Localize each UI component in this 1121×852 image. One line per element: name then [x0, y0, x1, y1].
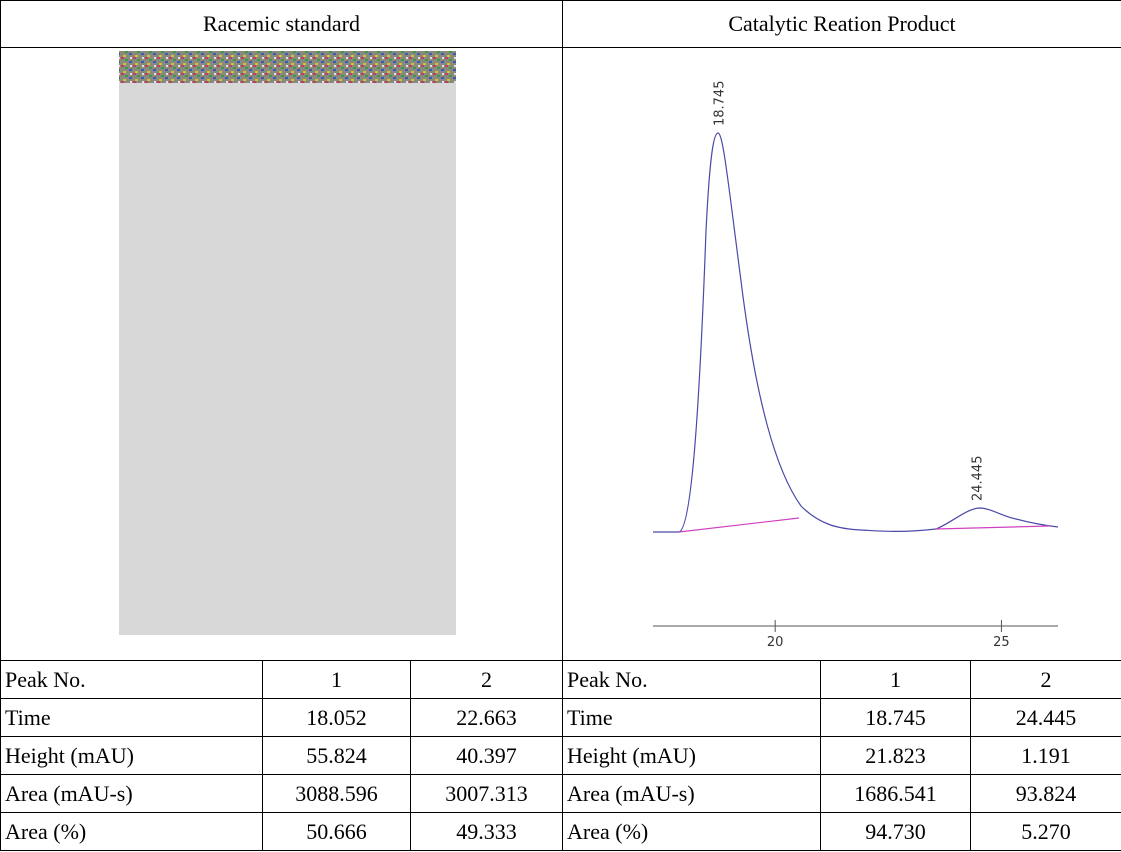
peak-label: 24.445 [970, 455, 985, 501]
table-row: Peak No. 1 2 Peak No. 1 2 [0, 660, 1121, 699]
row-label: Area (mAU-s) [562, 774, 822, 813]
cell-value: 50.666 [262, 812, 411, 851]
signal-curve [653, 132, 1059, 533]
column-title: Racemic standard [0, 0, 564, 48]
cell-value: 55.824 [262, 736, 411, 775]
baseline [678, 517, 800, 533]
cell-value: 21.823 [820, 736, 972, 775]
header-row: Racemic standard Catalytic Reation Produ… [0, 0, 1121, 48]
cell-value: 2 [970, 660, 1121, 699]
row-label: Height (mAU) [562, 736, 822, 775]
row-label: Peak No. [0, 660, 263, 699]
cell-value: 18.745 [820, 698, 972, 737]
cell-value: 1 [262, 660, 411, 699]
table-row: Area (mAU-s) 3088.596 3007.313 Area (mAU-s)… [0, 774, 1121, 813]
cell-value: 49.333 [409, 812, 564, 851]
image-row: 20 25 18.745 24.445 [0, 47, 1121, 661]
column-title: Catalytic Reation Product [562, 0, 1121, 48]
cell-value: 93.824 [970, 774, 1121, 813]
cell-value: 22.663 [409, 698, 564, 737]
image-cell: 20 25 18.745 24.445 [562, 47, 1121, 661]
table-row: Time 18.052 22.663 Time 18.745 24.445 [0, 698, 1121, 737]
row-label: Area (mAU-s) [0, 774, 263, 813]
cell-value: 1 [820, 660, 972, 699]
cell-value: 40.397 [409, 736, 564, 775]
x-tick-label: 20 [767, 635, 784, 650]
row-label: Time [0, 698, 263, 737]
table-row: Area (%) 50.666 49.333 Area (%) 94.730 5.270 [0, 812, 1121, 851]
cell-value: 2 [409, 660, 564, 699]
peak-label: 18.745 [712, 81, 727, 127]
cell-value: 3007.313 [409, 774, 564, 813]
racemic-image [119, 51, 456, 635]
row-label: Time [562, 698, 822, 737]
row-label: Peak No. [562, 660, 822, 699]
image-noise [119, 51, 456, 83]
baseline [935, 525, 1050, 530]
row-label: Height (mAU) [0, 736, 263, 775]
image-cell [0, 47, 564, 661]
cell-value: 3088.596 [262, 774, 411, 813]
chromatogram: 20 25 18.745 24.445 [653, 81, 1059, 650]
image-placeholder [119, 51, 456, 635]
cell-value: 94.730 [820, 812, 972, 851]
cell-value: 1686.541 [820, 774, 972, 813]
cell-value: 18.052 [262, 698, 411, 737]
row-label: Area (%) [0, 812, 263, 851]
x-tick-label: 25 [993, 635, 1010, 650]
row-label: Area (%) [562, 812, 822, 851]
cell-value: 24.445 [970, 698, 1121, 737]
cell-value: 1.191 [970, 736, 1121, 775]
table-row: Height (mAU) 55.824 40.397 Height (mAU) 21.8… [0, 736, 1121, 775]
cell-value: 5.270 [970, 812, 1121, 851]
